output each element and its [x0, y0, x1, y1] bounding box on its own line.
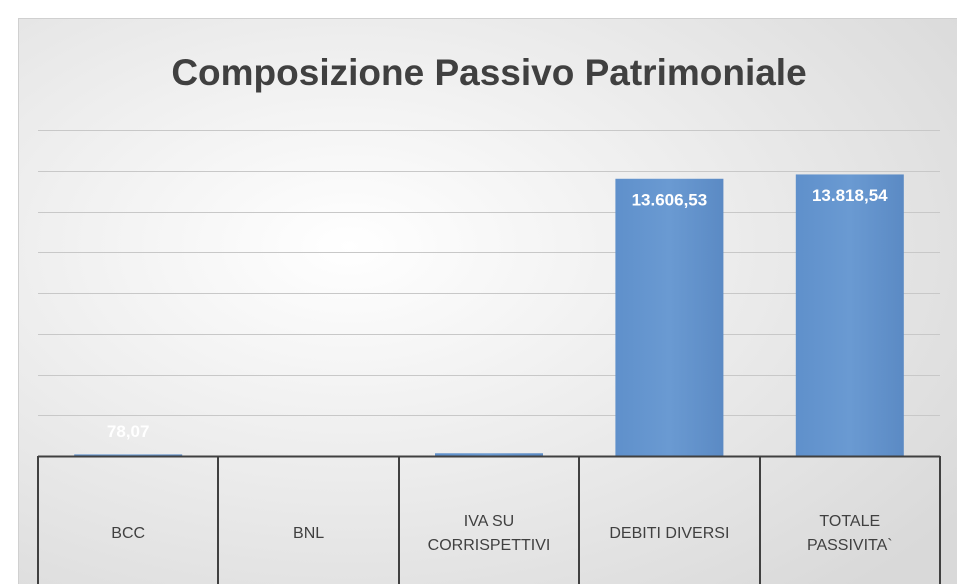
- data-label: 13.606,53: [632, 190, 708, 209]
- data-label: 13.818,54: [812, 186, 888, 205]
- x-tick-label: BNL: [293, 525, 324, 542]
- bar: [74, 454, 183, 456]
- x-tick-label: TOTALE: [819, 513, 880, 530]
- x-tick-label: BCC: [111, 525, 145, 542]
- x-tick-label: DEBITI DIVERSI: [609, 525, 729, 542]
- bar: [795, 174, 904, 456]
- chart-title: Composizione Passivo Patrimoniale: [171, 52, 806, 93]
- data-label: 78,07: [107, 422, 150, 441]
- bar: [435, 453, 543, 456]
- x-tick-label: IVA SU: [464, 513, 514, 530]
- x-tick-label: PASSIVITA`: [807, 537, 893, 554]
- x-tick-label: CORRISPETTIVI: [428, 537, 551, 554]
- bar: [615, 178, 724, 456]
